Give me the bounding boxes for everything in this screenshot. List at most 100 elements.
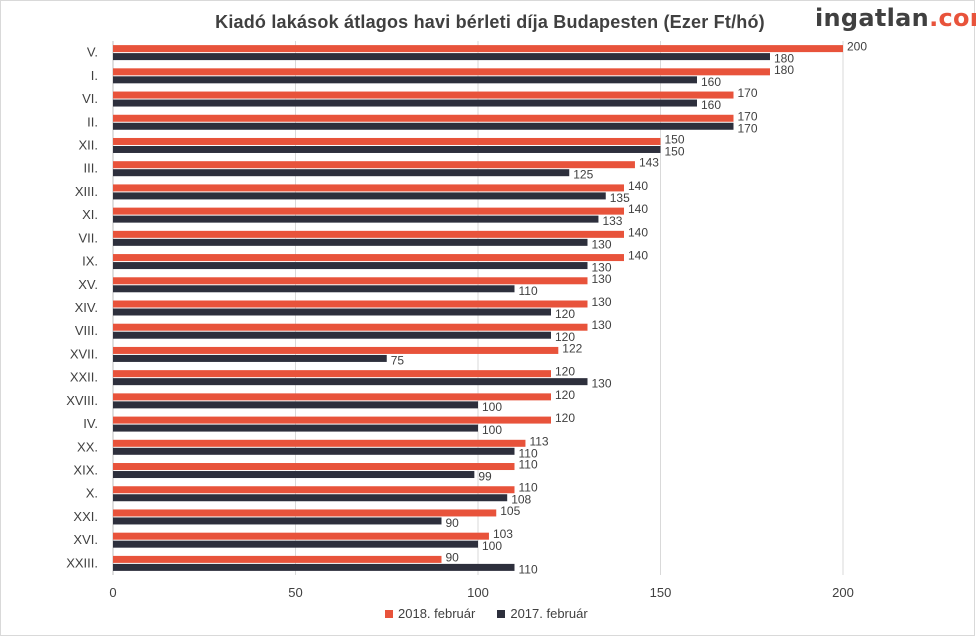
bar-2017 bbox=[113, 331, 551, 339]
category-label: V. bbox=[87, 45, 98, 60]
x-tick-label: 0 bbox=[109, 585, 116, 600]
data-label: 100 bbox=[482, 400, 502, 414]
data-label: 200 bbox=[847, 40, 867, 54]
category-label: I. bbox=[91, 68, 98, 83]
data-label: 120 bbox=[555, 365, 575, 379]
bar-2018 bbox=[113, 137, 661, 145]
data-label: 122 bbox=[562, 341, 582, 355]
data-label: 180 bbox=[774, 63, 794, 77]
x-tick-label: 50 bbox=[288, 585, 302, 600]
category-label: XIX. bbox=[73, 463, 98, 478]
bar-2018 bbox=[113, 114, 734, 122]
bar-2017 bbox=[113, 424, 478, 432]
bar-2018 bbox=[113, 68, 770, 76]
category-label: XVII. bbox=[70, 346, 98, 361]
data-label: 130 bbox=[592, 237, 612, 251]
bar-2018 bbox=[113, 346, 559, 354]
bar-2018 bbox=[113, 323, 588, 331]
gridlines bbox=[112, 41, 844, 575]
data-label: 150 bbox=[665, 132, 685, 146]
legend-swatch-2018 bbox=[385, 609, 393, 618]
data-label: 130 bbox=[592, 261, 612, 275]
data-label: 135 bbox=[610, 191, 630, 205]
category-label: VIII. bbox=[75, 323, 98, 338]
bar-2017 bbox=[113, 563, 515, 571]
bar-2017 bbox=[113, 215, 599, 223]
chart-title: Kiadó lakások átlagos havi bérleti díja … bbox=[215, 12, 765, 32]
bar-2018 bbox=[113, 207, 624, 215]
data-label: 120 bbox=[555, 307, 575, 321]
data-label: 133 bbox=[602, 214, 622, 228]
bar-2018 bbox=[113, 463, 515, 471]
data-label: 99 bbox=[478, 470, 492, 484]
category-label: XXIII. bbox=[66, 555, 98, 570]
legend-item-2018: 2018. február bbox=[385, 606, 475, 621]
data-label: 90 bbox=[446, 516, 460, 530]
data-label: 100 bbox=[482, 423, 502, 437]
bar-2017 bbox=[113, 76, 697, 84]
category-label: X. bbox=[86, 486, 98, 501]
bar-2018 bbox=[113, 416, 551, 424]
data-label: 160 bbox=[701, 98, 721, 112]
bar-2017 bbox=[113, 378, 588, 386]
bar-2018 bbox=[113, 370, 551, 378]
bar-2017 bbox=[113, 238, 588, 246]
bar-2018 bbox=[113, 277, 588, 285]
logo-text-com: .com bbox=[929, 4, 976, 32]
data-label: 110 bbox=[519, 446, 538, 460]
logo-text-ingatlan: ingatlan bbox=[815, 4, 930, 32]
data-label: 110 bbox=[519, 458, 538, 472]
data-label: 90 bbox=[446, 550, 460, 564]
data-label: 130 bbox=[592, 377, 612, 391]
data-label: 140 bbox=[628, 202, 648, 216]
data-label: 150 bbox=[665, 144, 685, 158]
data-label: 140 bbox=[628, 225, 648, 239]
category-label: VI. bbox=[82, 91, 98, 106]
x-axis-ticks: 0 50 100 150 200 bbox=[109, 585, 853, 600]
data-label: 143 bbox=[639, 156, 659, 170]
bar-2017 bbox=[113, 517, 442, 525]
bar-2017 bbox=[113, 99, 697, 107]
data-label: 180 bbox=[774, 52, 794, 66]
data-label: 125 bbox=[573, 168, 593, 182]
bar-2017 bbox=[113, 540, 478, 548]
bar-2018 bbox=[113, 393, 551, 401]
bar-2018 bbox=[113, 486, 515, 494]
data-label: 105 bbox=[500, 504, 520, 518]
data-label: 103 bbox=[493, 527, 513, 541]
category-label: IV. bbox=[83, 416, 98, 431]
category-label: XII. bbox=[78, 137, 98, 152]
category-label: XXII. bbox=[70, 370, 98, 385]
x-tick-label: 200 bbox=[832, 585, 854, 600]
data-label: 160 bbox=[701, 75, 721, 89]
data-label: 130 bbox=[592, 272, 612, 286]
bar-2017 bbox=[113, 122, 734, 130]
data-label: 110 bbox=[519, 481, 538, 495]
bar-2018 bbox=[113, 184, 624, 192]
data-label: 130 bbox=[592, 318, 612, 332]
bar-2017 bbox=[113, 471, 475, 479]
bar-2017 bbox=[113, 494, 508, 502]
category-label: XIII. bbox=[75, 184, 98, 199]
x-tick-label: 150 bbox=[650, 585, 672, 600]
data-label: 120 bbox=[555, 388, 575, 402]
category-labels: V. I. VI. II. XII. III. XIII. XI. VII. IX. XV. XIV.… bbox=[66, 45, 98, 571]
data-label: 140 bbox=[628, 179, 648, 193]
data-label: 170 bbox=[738, 121, 758, 135]
data-label: 130 bbox=[592, 295, 612, 309]
category-label: VII. bbox=[78, 230, 98, 245]
bar-2018 bbox=[113, 555, 442, 563]
category-label: XVIII. bbox=[66, 393, 98, 408]
bar-2017 bbox=[113, 169, 570, 177]
data-label: 110 bbox=[519, 284, 538, 298]
data-label: 140 bbox=[628, 249, 648, 263]
ingatlan-logo: ingatlan.com bbox=[815, 4, 976, 32]
category-label: XI. bbox=[82, 207, 98, 222]
data-label: 75 bbox=[391, 353, 405, 367]
legend-label-2017: 2017. február bbox=[510, 606, 588, 621]
data-label: 110 bbox=[519, 562, 538, 576]
bars: 2001801801601701601701701501501431251401… bbox=[113, 40, 867, 576]
bar-2018 bbox=[113, 161, 635, 169]
data-label: 113 bbox=[529, 434, 548, 448]
